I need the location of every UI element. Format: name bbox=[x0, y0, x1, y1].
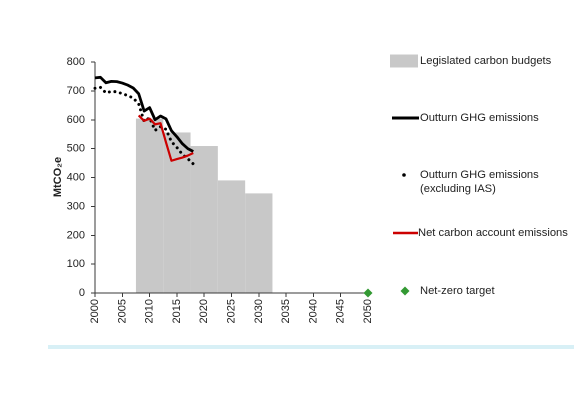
point-markers bbox=[363, 288, 373, 298]
y-tick-label: 800 bbox=[67, 56, 85, 68]
legend-swatch-green-diamond bbox=[400, 286, 410, 296]
emission-series-lines bbox=[93, 75, 195, 166]
net-zero-target-marker bbox=[363, 288, 373, 298]
legend-label: Net carbon account emissions bbox=[418, 227, 568, 239]
footer-divider bbox=[48, 345, 574, 349]
x-tick-label: 2040 bbox=[307, 299, 319, 323]
y-tick-label: 400 bbox=[67, 172, 85, 184]
legend-swatch-rect bbox=[390, 54, 418, 68]
legend-swatch-grey-box bbox=[390, 54, 418, 68]
legend-item-net-carbon-account: Net carbon account emissions bbox=[388, 226, 572, 240]
legend-swatch-diamond bbox=[400, 286, 410, 296]
x-tick-label: 2005 bbox=[116, 299, 128, 323]
x-tick-label: 2000 bbox=[89, 299, 101, 323]
legend-label: Legislated carbon budgets bbox=[420, 55, 552, 67]
y-tick-label: 500 bbox=[67, 143, 85, 155]
y-axis-label: MtCO₂e bbox=[52, 157, 64, 197]
y-tick-label: 200 bbox=[67, 229, 85, 241]
x-tick-label: 2035 bbox=[280, 299, 292, 323]
legend-label: Outturn GHG emissions (excluding IAS) bbox=[420, 169, 539, 195]
y-tick-label: 600 bbox=[67, 114, 85, 126]
series-line-outturn-ghg-emissions bbox=[94, 75, 194, 153]
x-tick-label: 2025 bbox=[226, 299, 238, 323]
x-axis-ticks: 2000 2005 2010 2015 2020 2025 2030 2035 2040 2045… bbox=[89, 293, 374, 323]
legend-swatch-red-line bbox=[393, 231, 418, 235]
series-line-net-carbon-account-emissions bbox=[137, 114, 194, 162]
x-tick-label: 2030 bbox=[253, 299, 265, 323]
carbon-budget-bar-1 bbox=[135, 118, 164, 293]
carbon-budget-bar-3 bbox=[190, 146, 218, 293]
y-tick-label: 0 bbox=[79, 287, 85, 299]
legend-label: Net-zero target bbox=[420, 285, 495, 297]
x-tick-label: 2020 bbox=[198, 299, 210, 323]
legend-swatch-dot bbox=[402, 173, 406, 177]
legend-item-net-zero-target: Net-zero target bbox=[388, 284, 572, 298]
x-tick-label: 2010 bbox=[144, 299, 156, 323]
y-tick-label: 700 bbox=[67, 85, 85, 97]
y-tick-label: 300 bbox=[67, 200, 85, 212]
x-tick-label: 2015 bbox=[171, 299, 183, 323]
y-axis-ticks: 0 100 200 300 400 500 600 700 800 bbox=[67, 56, 95, 299]
x-tick-label: 2045 bbox=[335, 299, 347, 323]
legend-item-legislated-carbon-budgets: Legislated carbon budgets bbox=[388, 54, 572, 68]
x-tick-label: 2050 bbox=[362, 299, 374, 323]
carbon-budget-bar-4 bbox=[217, 180, 246, 293]
legend-item-outturn-excluding-ias: Outturn GHG emissions (excluding IAS) bbox=[388, 168, 572, 195]
legend-swatch-dot-mark bbox=[402, 173, 406, 177]
y-tick-label: 100 bbox=[67, 258, 85, 270]
legend-item-outturn-ghg-emissions: Outturn GHG emissions bbox=[388, 111, 572, 125]
legend-swatch-black-line bbox=[392, 116, 419, 120]
carbon-budget-bars bbox=[135, 118, 273, 293]
carbon-budget-bar-5 bbox=[245, 193, 273, 293]
legend-label: Outturn GHG emissions bbox=[420, 112, 539, 124]
